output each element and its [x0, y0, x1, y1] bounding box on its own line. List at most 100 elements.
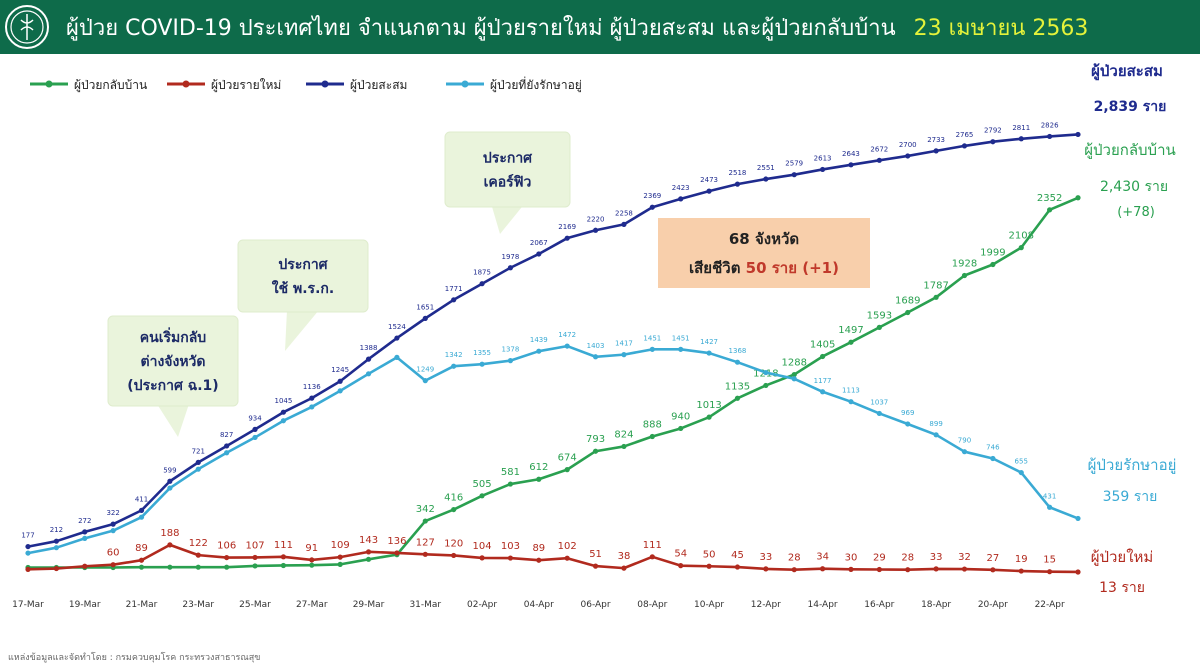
data-label: 1355	[473, 349, 491, 357]
end-value-new: 13 ราย	[1099, 580, 1145, 596]
data-label: 1651	[416, 303, 434, 311]
x-tick-label: 06-Apr	[581, 600, 611, 610]
data-point	[280, 562, 287, 569]
data-label: 1177	[814, 377, 832, 385]
data-point	[990, 455, 996, 462]
data-label: 2792	[984, 127, 1002, 135]
callout-background	[107, 315, 239, 407]
data-label: 1388	[360, 344, 378, 352]
data-point	[763, 176, 769, 182]
summary-deaths-count: 50 ราย (+1)	[746, 259, 839, 277]
data-label: 2423	[672, 184, 690, 192]
data-point	[167, 485, 173, 491]
data-point	[1075, 569, 1081, 575]
callout-text: เคอร์ฟิว	[484, 174, 532, 191]
series-line	[27, 344, 1079, 555]
data-label: 28	[788, 553, 801, 564]
data-label: 32	[958, 552, 971, 563]
data-point	[990, 567, 996, 573]
data-point	[1047, 133, 1053, 140]
data-point	[394, 335, 400, 341]
data-point	[365, 371, 372, 377]
chart-annotations: คนเริ่มกลับต่างจังหวัด (ประกาศ ฉ.1) ประกาศ…	[107, 131, 870, 437]
x-tick-label: 18-Apr	[921, 600, 951, 610]
data-label: 1405	[810, 339, 835, 350]
callout-text: ใช้ พ.ร.ก.	[272, 279, 334, 297]
data-point	[280, 418, 287, 424]
data-label: 34	[816, 552, 829, 563]
data-point	[309, 395, 315, 401]
data-point	[25, 550, 31, 556]
data-point	[252, 563, 258, 569]
data-point	[961, 143, 968, 149]
data-label: 581	[501, 467, 520, 478]
data-label: 30	[845, 552, 858, 563]
data-point	[1018, 469, 1024, 476]
data-point	[564, 343, 570, 349]
data-label: 51	[589, 549, 602, 560]
data-point	[592, 563, 599, 569]
data-label: 790	[958, 437, 971, 445]
data-label: 322	[106, 509, 119, 517]
data-label: 2169	[558, 223, 576, 231]
data-label: 103	[501, 541, 520, 552]
data-point	[280, 554, 287, 560]
data-label: 104	[473, 541, 492, 552]
callout-text: ประกาศ	[278, 257, 328, 273]
data-point	[848, 399, 854, 405]
data-point	[678, 346, 684, 352]
data-label: 1787	[923, 280, 948, 291]
data-label: 89	[135, 543, 148, 554]
data-point	[763, 382, 769, 389]
x-tick-label: 19-Mar	[69, 600, 101, 610]
data-point	[592, 227, 599, 233]
data-label: 106	[217, 541, 236, 552]
legend-marker	[321, 80, 329, 88]
data-point	[422, 315, 428, 321]
data-point	[1047, 207, 1053, 213]
data-label: 1524	[388, 323, 406, 331]
data-label: 1045	[274, 397, 292, 405]
data-point	[876, 566, 882, 573]
data-label: 1472	[558, 331, 576, 339]
data-point	[763, 566, 769, 572]
data-point	[564, 555, 570, 561]
data-label: 721	[192, 447, 205, 455]
data-point	[138, 557, 145, 563]
data-label: 19	[1015, 554, 1028, 565]
data-label: 1342	[445, 351, 463, 359]
series-group: 177 212 272 322 411 599 721 827 934 1045 1136 1245 1…	[21, 121, 1081, 550]
data-point	[905, 421, 911, 427]
data-label: 45	[731, 550, 744, 561]
data-label: 1013	[696, 400, 721, 411]
end-value-recovered: 2,430 ราย	[1100, 179, 1168, 195]
data-point	[479, 555, 485, 561]
data-point	[138, 564, 145, 570]
callout-pointer	[285, 310, 319, 351]
data-point	[933, 432, 939, 438]
data-label: 109	[331, 540, 350, 551]
data-label: 111	[643, 540, 662, 551]
data-label: 1593	[867, 310, 892, 321]
legend-marker	[45, 80, 53, 88]
callout-text: ต่างจังหวัด	[140, 354, 205, 370]
x-tick-label: 17-Mar	[12, 600, 44, 610]
data-label: 127	[416, 537, 435, 548]
data-label: 2220	[587, 215, 605, 223]
callout-text: คนเริ่มกลับ	[140, 327, 207, 346]
data-label: 1113	[842, 387, 860, 395]
data-label: 888	[643, 420, 662, 431]
end-value-active: 359 ราย	[1103, 489, 1158, 505]
data-label: 1497	[838, 325, 863, 336]
data-point	[394, 354, 400, 360]
data-label: 33	[759, 552, 772, 563]
data-point	[195, 552, 201, 558]
data-point	[25, 566, 31, 572]
data-label: 91	[305, 543, 318, 554]
data-point	[1075, 131, 1081, 138]
data-point	[167, 564, 173, 570]
data-label: 2811	[1012, 124, 1030, 132]
data-point	[876, 157, 882, 163]
x-tick-label: 20-Apr	[978, 600, 1008, 610]
